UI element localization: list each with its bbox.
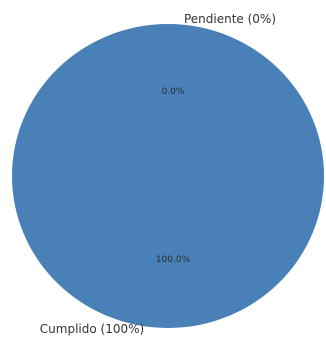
slice-percent-pendiente: 0.0% xyxy=(162,87,185,97)
slice-label-pendiente: Pendiente (0%) xyxy=(184,12,276,26)
slice-label-cumplido: Cumplido (100%) xyxy=(40,322,144,336)
pie-slice-cumplido xyxy=(12,24,324,328)
pie-slices xyxy=(12,24,324,328)
slice-percent-cumplido: 100.0% xyxy=(156,255,191,265)
